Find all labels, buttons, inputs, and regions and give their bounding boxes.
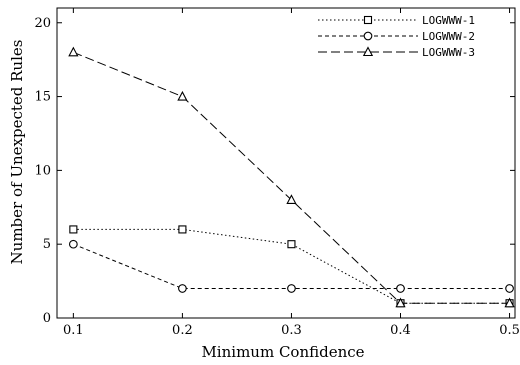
data-point-triangle [504,297,515,308]
x-tick-label: 0.1 [63,323,84,338]
legend-label: LOGWWW-1 [422,14,475,27]
x-tick-label: 0.4 [390,323,411,338]
plot-frame [56,7,516,319]
y-tick-label: 0 [43,311,51,326]
data-point-circle [505,284,514,293]
legend-marker-circle [363,31,373,41]
legend-marker-square [363,15,373,25]
legend-item: LOGWWW-2 [318,30,475,43]
data-point-triangle [286,194,297,204]
series-line [73,243,510,289]
y-tick-label: 20 [34,16,51,31]
y-tick-label: 15 [34,90,51,105]
series-line [73,51,510,304]
legend-item: LOGWWW-1 [318,14,475,27]
data-point-circle [287,284,296,293]
data-point-circle [396,284,405,293]
legend-label: LOGWWW-2 [422,30,475,43]
series-logwww-3 [68,46,515,308]
y-tick-label: 10 [34,163,51,178]
data-point-triangle [68,46,79,57]
data-point-circle [69,239,78,249]
series-logwww-2 [69,239,514,293]
x-tick-label: 0.5 [499,323,520,338]
legend-item: LOGWWW-3 [318,46,475,59]
data-point-triangle [177,90,188,101]
axis-ticks: 0.1 0.2 0.3 0.4 0.5 0 5 10 15 20 [34,8,520,338]
y-tick-label: 5 [43,237,51,252]
series-lines [68,46,515,308]
series-line [73,228,510,304]
data-point-square [287,240,296,249]
x-tick-label: 0.2 [172,323,193,338]
data-point-triangle [395,297,406,308]
x-axis-label: Minimum Confidence [201,343,364,361]
legend: LOGWWW-1 LOGWWW-2 LOGWWW-3 [318,14,475,59]
data-point-square [69,225,78,234]
y-axis-label: Number of Unexpected Rules [8,40,26,265]
data-point-circle [178,284,187,293]
legend-marker-triangle [362,46,374,57]
x-tick-label: 0.3 [281,323,302,338]
data-point-square [178,225,187,234]
legend-label: LOGWWW-3 [422,46,475,59]
plot-area [56,7,516,319]
series-logwww-1 [69,225,514,308]
